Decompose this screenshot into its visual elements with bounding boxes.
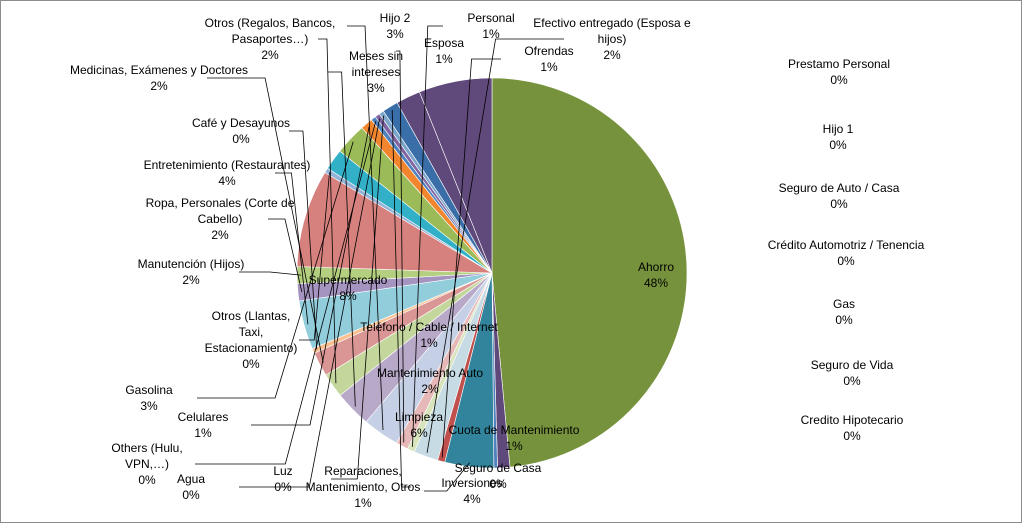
- leader-medicinas-examenes-y-doctores: [207, 77, 324, 363]
- pie-slices: [296, 77, 688, 469]
- leader-agua: [239, 118, 380, 488]
- label-supermercado: Supermercado 8%: [309, 273, 388, 303]
- label-seguro-de-casa: Seguro de Casa 0%: [455, 461, 542, 491]
- label-seguro-de-vida: Seguro de Vida 0%: [811, 358, 894, 388]
- leader-ropa-personales-corte-de-cabello: [268, 218, 303, 293]
- label-cafe-y-desayunos: Café y Desayunos 0%: [192, 116, 290, 146]
- label-agua: Agua 0%: [177, 472, 205, 502]
- leader-celulares: [251, 126, 370, 426]
- leader-reparaciones-mantenimiento-otros: [391, 109, 411, 488]
- slice-labels: Ahorro 48% Cuota de Mantenimiento 1% Seguro …: [70, 11, 925, 510]
- leader-gasolina: [197, 141, 354, 399]
- leader-manutencion-hijos: [239, 271, 301, 276]
- label-otros-regalos-bancos-pasaportes: Otros (Regalos, Bancos, Pasaportes…) 2%: [205, 16, 336, 62]
- label-meses-sin-intereses: Meses sin intereses 3%: [349, 49, 403, 95]
- label-entretenimiento-restaurantes: Entretenimiento (Restaurantes) 4%: [144, 158, 311, 188]
- leader-efectivo-entregado-esposa-e-hijos: [426, 38, 564, 453]
- leader-others-hulu-vpn: [195, 121, 377, 465]
- label-otros-llantas-taxi-estacionamiento: Otros (Llantas, Taxi, Estacionamiento) 0%: [205, 309, 298, 371]
- leader-luz: [331, 115, 384, 480]
- label-celulares: Celulares 1%: [178, 410, 229, 440]
- label-ropa-personales-corte-de-cabello: Ropa, Personales (Corte de Cabello) 2%: [146, 196, 295, 242]
- label-credito-hipotecario: Credito Hipotecario 0%: [801, 413, 904, 443]
- label-ofrendas: Ofrendas 1%: [524, 44, 573, 74]
- leader-entretenimiento-restaurantes: [275, 172, 309, 325]
- leader-esposa: [396, 50, 405, 443]
- slice-ahorro: [491, 77, 688, 468]
- label-others-hulu-vpn: Others (Hulu, VPN,…) 0%: [111, 441, 182, 487]
- label-luz: Luz 0%: [273, 464, 292, 494]
- label-reparaciones-mantenimiento-otros: Reparaciones, Mantenimiento, Otros 1%: [306, 464, 421, 510]
- leader-ofrendas: [441, 58, 501, 458]
- label-credito-automotriz-tenencia: Crédito Automotriz / Tenencia 0%: [768, 238, 925, 268]
- leader-personal: [412, 25, 443, 447]
- leader-otros-regalos-bancos-pasaportes: [318, 38, 337, 384]
- label-medicinas-examenes-y-doctores: Medicinas, Exámenes y Doctores 2%: [70, 63, 248, 93]
- label-cuota-de-mantenimiento: Cuota de Mantenimiento 1%: [449, 423, 580, 453]
- label-manutencion-hijos: Manutención (Hijos) 2%: [138, 257, 245, 287]
- label-inversiones: Inversiones 4%: [441, 476, 502, 506]
- label-esposa: Esposa 1%: [424, 36, 464, 66]
- label-limpieza: Limpieza 6%: [395, 410, 443, 440]
- label-telefono-cable-internet: Teléfono / Cable / Internet 1%: [360, 320, 498, 350]
- label-prestamo-personal: Prestamo Personal 0%: [788, 57, 890, 87]
- leader-hijo-2: [347, 25, 384, 431]
- label-hijo-2: Hijo 2 3%: [380, 11, 411, 41]
- label-gas: Gas 0%: [833, 297, 855, 327]
- label-ahorro: Ahorro 48%: [638, 260, 674, 290]
- leader-otros-llantas-taxi-estacionamiento: [299, 172, 330, 341]
- slice-limpieza: [419, 77, 493, 274]
- label-seguro-de-auto-casa: Seguro de Auto / Casa 0%: [779, 181, 900, 211]
- label-efectivo-entregado-esposa-e-hijos: Efectivo entregado (Esposa e hijos) 2%: [533, 16, 691, 62]
- label-gasolina: Gasolina 3%: [125, 383, 173, 413]
- label-personal: Personal 1%: [467, 11, 514, 41]
- leader-inversiones: [424, 462, 470, 492]
- leader-lines: [195, 25, 564, 492]
- leader-meses-sin-intereses: [328, 71, 356, 407]
- label-hijo-1: Hijo 1 0%: [823, 122, 854, 152]
- label-mantenimiento-auto: Mantenimiento Auto 2%: [377, 366, 483, 396]
- slice-supermercado: [296, 172, 494, 274]
